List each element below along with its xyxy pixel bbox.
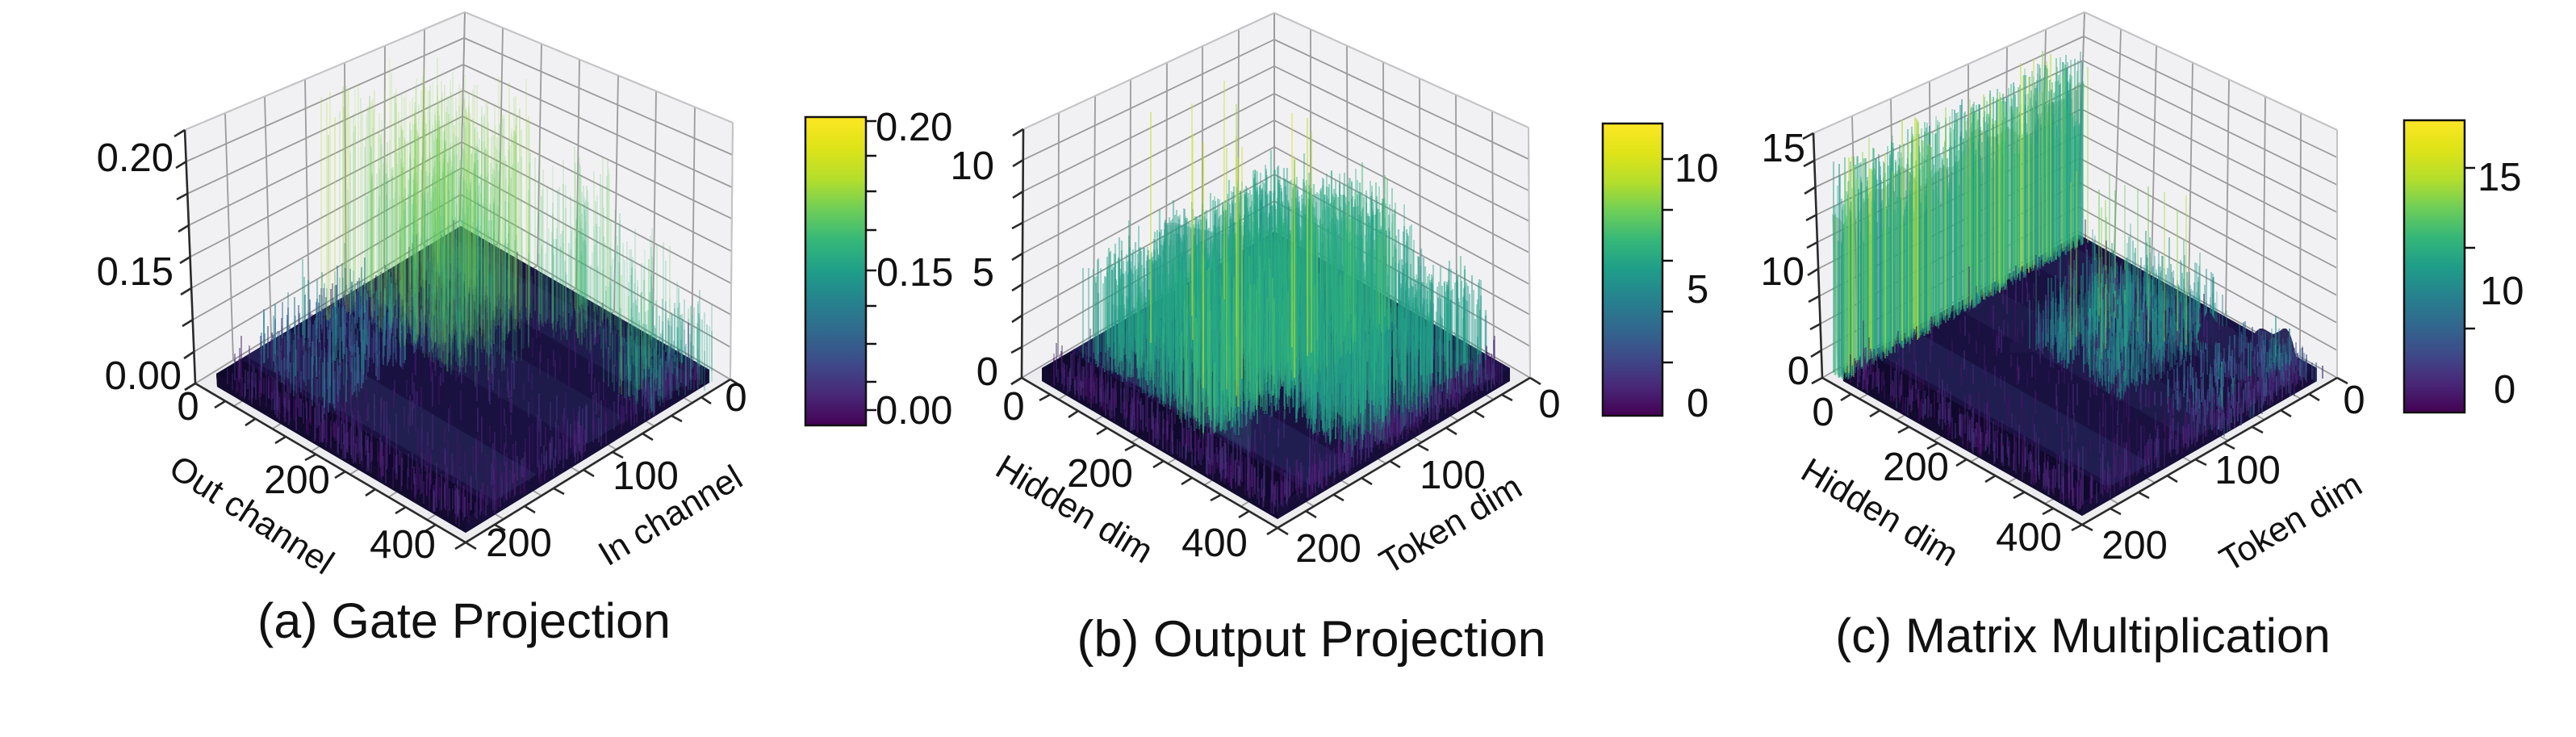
svg-text:(c) Matrix Multiplication: (c) Matrix Multiplication: [1835, 609, 2330, 663]
svg-text:200: 200: [1295, 527, 1361, 571]
svg-text:0.00: 0.00: [105, 354, 182, 398]
svg-text:0: 0: [1812, 391, 1834, 434]
svg-text:100: 100: [613, 454, 679, 498]
svg-text:0.20: 0.20: [97, 136, 174, 180]
svg-text:0: 0: [2343, 379, 2365, 422]
svg-text:100: 100: [1420, 454, 1486, 497]
svg-text:0.15: 0.15: [876, 251, 953, 295]
svg-text:15: 15: [1761, 127, 1805, 170]
svg-text:0: 0: [976, 350, 998, 394]
svg-text:200: 200: [486, 521, 552, 565]
svg-text:15: 15: [2478, 156, 2522, 199]
svg-text:100: 100: [2214, 449, 2281, 492]
svg-text:0.15: 0.15: [97, 250, 174, 294]
svg-text:400: 400: [370, 523, 436, 567]
svg-text:10: 10: [1675, 147, 1719, 191]
svg-text:10: 10: [2480, 270, 2524, 313]
svg-text:10: 10: [950, 144, 994, 188]
svg-text:0.00: 0.00: [876, 389, 952, 433]
svg-text:(a) Gate Projection: (a) Gate Projection: [257, 593, 671, 648]
svg-text:0: 0: [725, 376, 746, 420]
svg-text:0: 0: [1002, 385, 1024, 429]
svg-text:400: 400: [1181, 521, 1248, 565]
svg-text:400: 400: [1996, 516, 2062, 559]
svg-text:200: 200: [2101, 524, 2168, 567]
svg-text:0: 0: [1788, 350, 1809, 393]
svg-text:200: 200: [1883, 446, 1949, 489]
svg-text:0: 0: [2494, 368, 2515, 412]
svg-text:200: 200: [264, 459, 330, 502]
svg-text:5: 5: [1687, 268, 1708, 312]
svg-text:0: 0: [1687, 382, 1708, 425]
svg-text:0: 0: [1538, 383, 1560, 426]
svg-text:5: 5: [972, 251, 994, 295]
svg-text:200: 200: [1067, 452, 1133, 496]
svg-text:(b) Output Projection: (b) Output Projection: [1077, 611, 1545, 668]
svg-text:10: 10: [1760, 250, 1804, 294]
svg-text:0: 0: [177, 385, 199, 429]
svg-text:0.20: 0.20: [876, 106, 952, 149]
